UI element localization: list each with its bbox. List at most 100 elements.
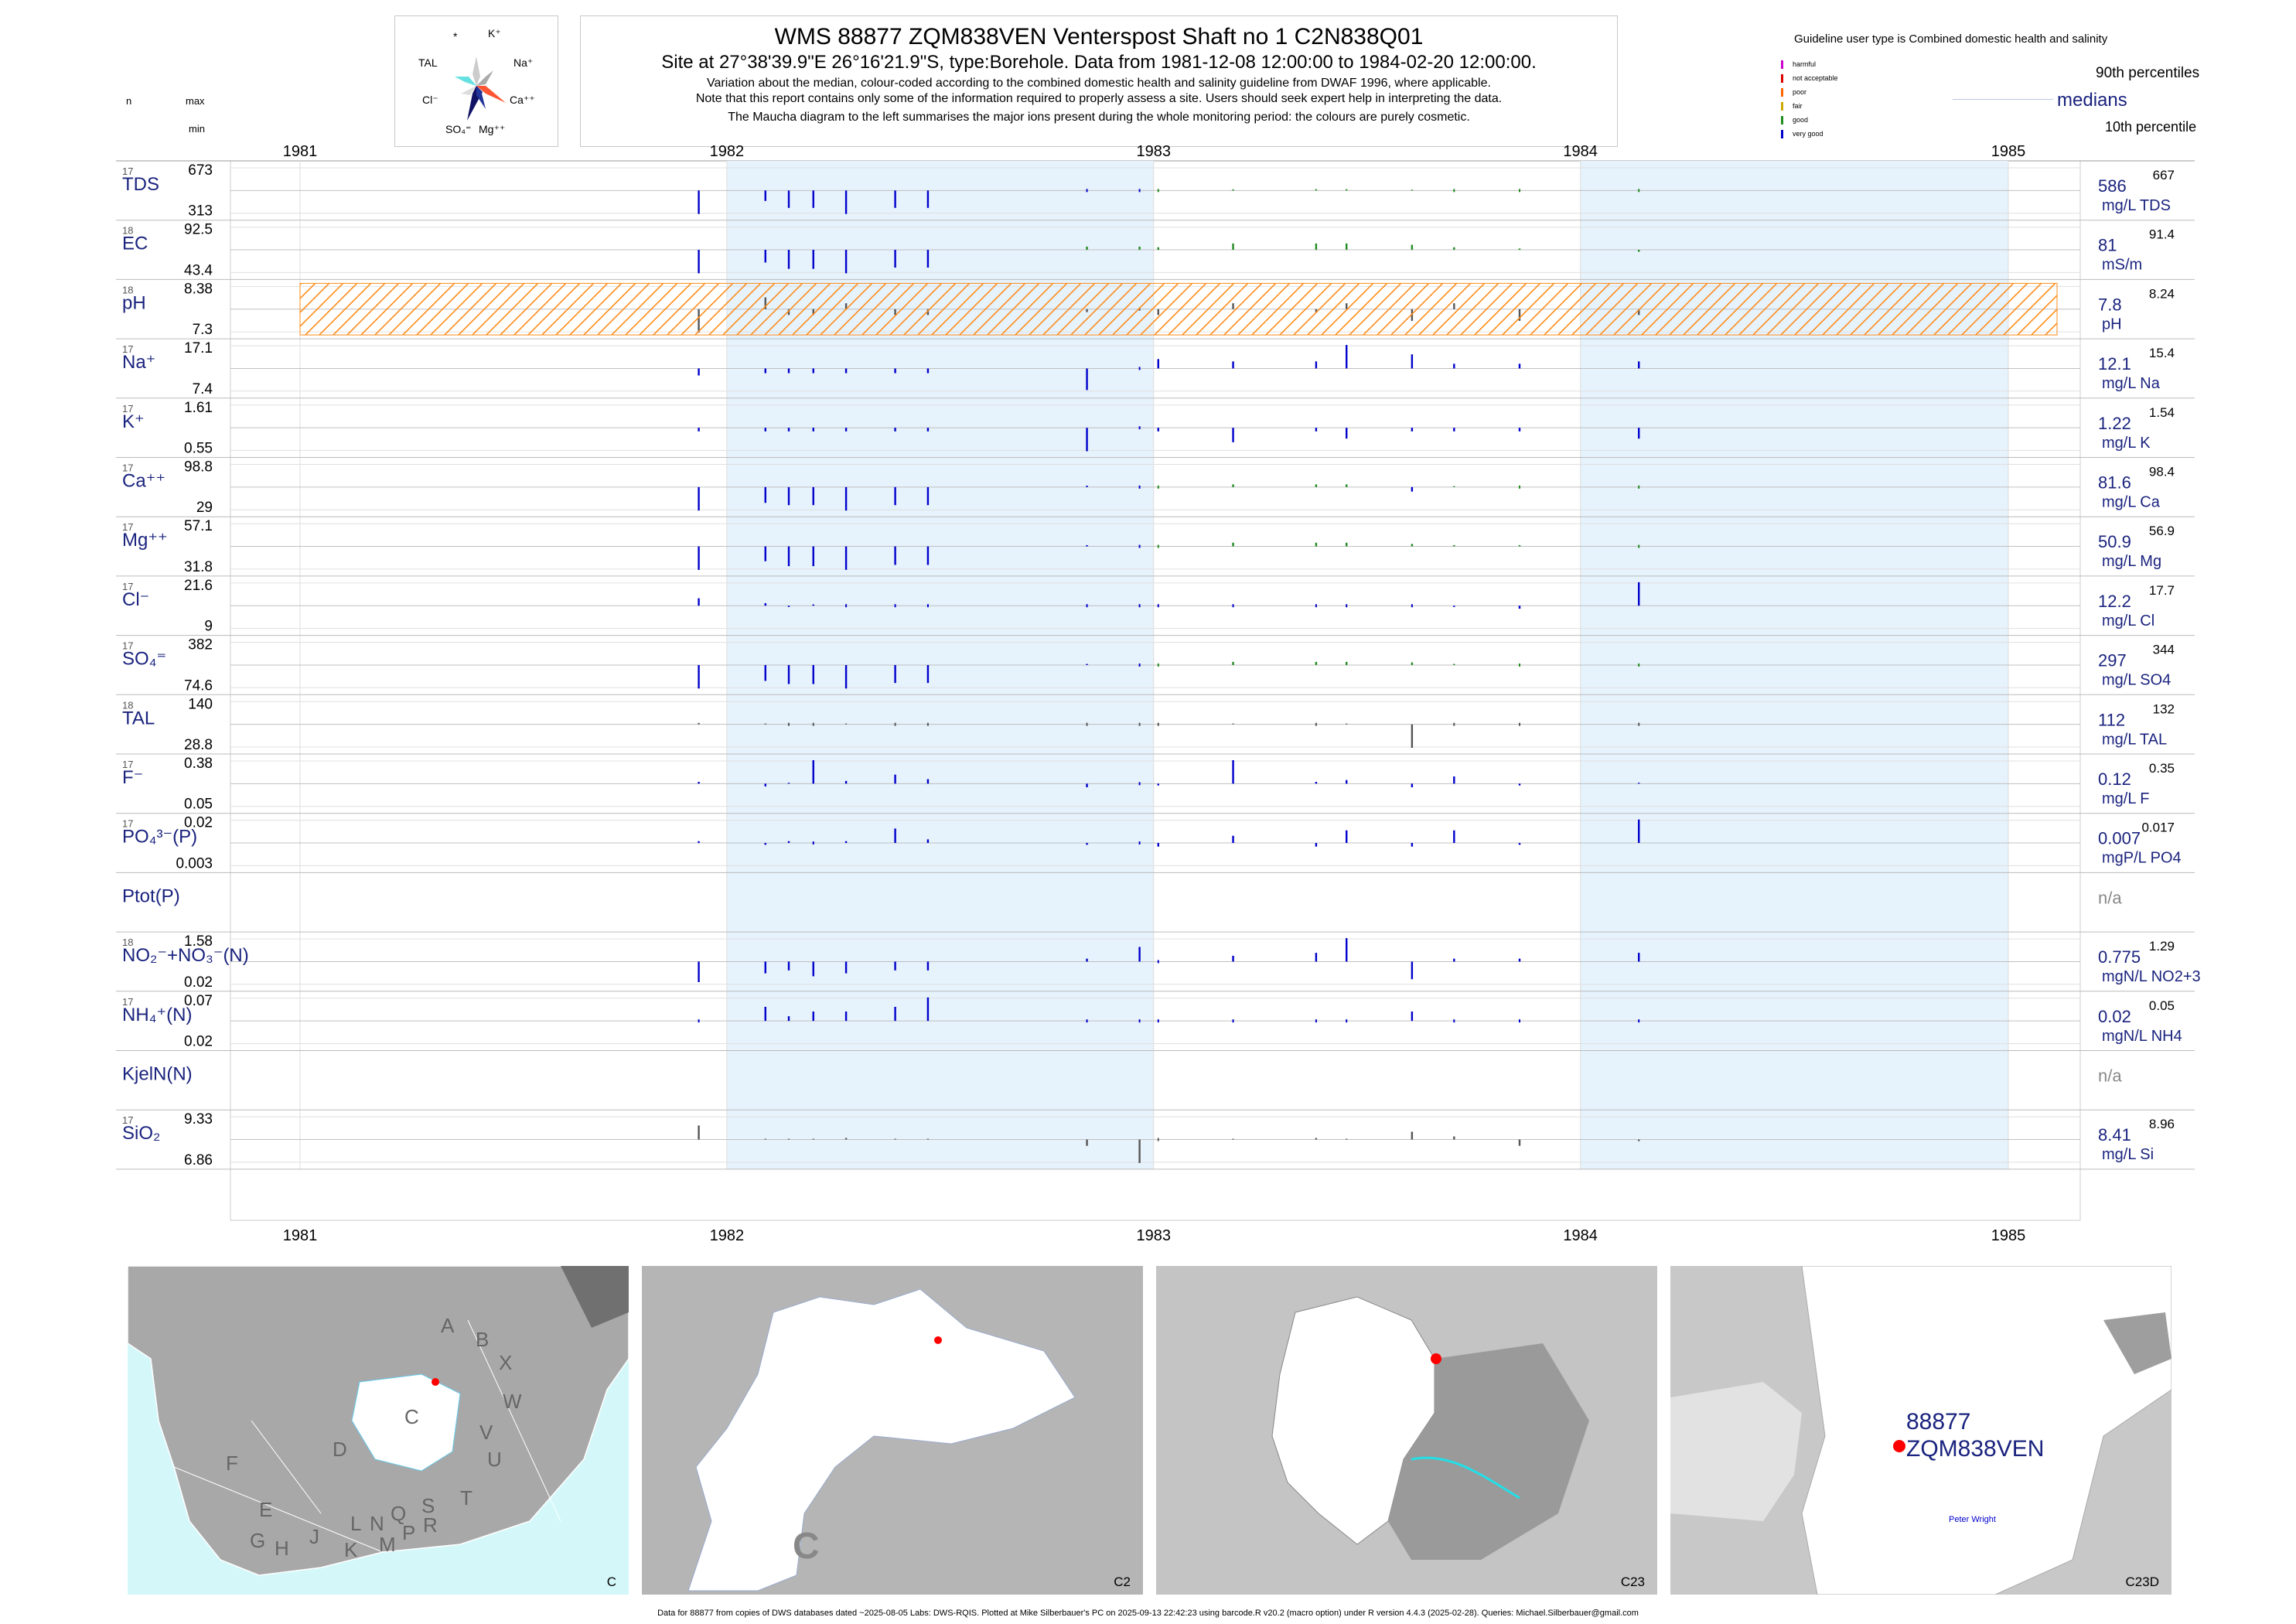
- legend-swatch-very-good: [1781, 130, 1783, 138]
- legend-median-line: [1953, 99, 2053, 100]
- row-median-tds: 586: [2098, 176, 2127, 196]
- maucha-petal-k: [473, 56, 480, 86]
- maucha-label-star: *: [453, 30, 458, 43]
- row-n-k: 17: [122, 403, 133, 415]
- map-c2-site-dot: [934, 1336, 942, 1344]
- legend-swatch-not-acceptable: [1781, 74, 1783, 83]
- row-min-mg: 31.8: [184, 559, 213, 575]
- row-median-mg: 50.9: [2098, 532, 2131, 551]
- row-units-nh4: mgN/L NH4: [2102, 1028, 2182, 1045]
- year-label-bottom-1983: 1983: [1136, 1227, 1171, 1244]
- row-min-k: 0.55: [184, 441, 213, 457]
- maucha-label-ca: Ca⁺⁺: [510, 94, 535, 106]
- map-c: A B X W C V U T D F E G H J K L M N P Q …: [128, 1266, 629, 1595]
- legend-medians: medians: [2057, 90, 2127, 111]
- row-units-k: mg/L K: [2102, 435, 2151, 452]
- row-n-ca: 17: [122, 462, 133, 474]
- year-label-top-1981: 1981: [283, 143, 318, 160]
- row-median-ec: 81: [2098, 236, 2117, 255]
- map-c23d-drawing: [1670, 1266, 2171, 1595]
- map-c-region-e: E: [259, 1498, 273, 1521]
- map-c23d-landuse-1: [1670, 1382, 1802, 1521]
- row-min-na: 7.4: [193, 381, 213, 397]
- map-c-region-x: X: [499, 1351, 513, 1374]
- legend-swatch-harmful: [1781, 60, 1783, 69]
- map-c-region-t: T: [460, 1486, 473, 1510]
- row-label-ph: pH: [122, 292, 146, 313]
- barcode-chart: 1981 1981 1982 1982 1983 1983 1984 1984 1985 1985…: [116, 143, 2201, 1244]
- maucha-label-k: K⁺: [488, 27, 501, 39]
- row-max-mg: 57.1: [184, 518, 213, 534]
- row-units-sio2: mg/L Si: [2102, 1146, 2154, 1163]
- map-c-drawing: [128, 1266, 629, 1576]
- row-median-k: 1.22: [2098, 414, 2131, 433]
- map-c-region-q: Q: [391, 1502, 407, 1525]
- row-max-cl: 21.6: [184, 578, 213, 594]
- map-c-boundary-1: [173, 1466, 384, 1553]
- row-min-f: 0.05: [184, 797, 213, 813]
- title-note-1: Variation about the median, colour-coded…: [707, 77, 1491, 90]
- maucha-petal-ca: [476, 86, 506, 103]
- row-min-tds: 313: [188, 203, 213, 220]
- row-units-po4: mgP/L PO4: [2102, 850, 2182, 867]
- row-n-tds: 17: [122, 165, 133, 177]
- ph-guideline-band: [299, 282, 2058, 336]
- row-min-nh4: 0.02: [184, 1034, 213, 1050]
- map-c23-site-dot: [1431, 1353, 1441, 1364]
- map-c-region-a: A: [441, 1314, 455, 1337]
- row-units-so4: mg/L SO4: [2102, 672, 2171, 689]
- row-label-mg: Mg⁺⁺: [122, 530, 168, 551]
- row-min-ca: 29: [196, 500, 213, 516]
- row-label-f: F⁻: [122, 767, 143, 788]
- map-c-region-d: D: [333, 1438, 347, 1461]
- row-p90-tds: 667: [2153, 168, 2175, 183]
- row-n-cl: 17: [122, 581, 133, 592]
- row-units-cl: mg/L Cl: [2102, 612, 2154, 629]
- row-median-tal: 112: [2098, 710, 2125, 729]
- row-n-nh4: 17: [122, 996, 133, 1008]
- row-min-tal: 28.8: [184, 737, 213, 753]
- row-n-so4: 17: [122, 640, 133, 652]
- map-c-label: C: [606, 1575, 616, 1589]
- row-max-k: 1.61: [184, 400, 213, 416]
- chart-title: WMS 88877 ZQM838VEN Venterspost Shaft no…: [774, 24, 1424, 49]
- map-c-site-dot: [432, 1378, 439, 1386]
- row-max-tal: 140: [188, 696, 213, 712]
- map-c23d-catchment: [1801, 1266, 2171, 1595]
- row-p90-ec: 91.4: [2149, 227, 2175, 242]
- legend-item-good: good: [1793, 116, 1809, 124]
- map-c2-label: C2: [1114, 1575, 1131, 1589]
- header-min: min: [189, 123, 205, 135]
- legend-item-fair: fair: [1793, 102, 1803, 110]
- row-label-k: K⁺: [122, 411, 145, 432]
- maucha-petal-tal: [455, 77, 476, 86]
- maucha-label-mg: Mg⁺⁺: [479, 123, 506, 135]
- row-label-nh4: NH₄⁺(N): [122, 1005, 192, 1025]
- row-label-kjeln: KjelN(N): [122, 1064, 193, 1085]
- row-min-ph: 7.3: [193, 322, 213, 338]
- row-p90-no3: 1.29: [2149, 939, 2175, 954]
- map-c-region-l: L: [350, 1512, 362, 1535]
- row-p90-f: 0.35: [2149, 761, 2175, 776]
- row-label-po4: PO₄³⁻(P): [122, 827, 197, 848]
- row-p90-nh4: 0.05: [2149, 998, 2175, 1013]
- map-c23d-site-name: ZQM838VEN: [1906, 1436, 2045, 1462]
- row-n-sio2: 17: [122, 1114, 133, 1126]
- map-c-region-v: V: [479, 1421, 493, 1444]
- legend-swatch-fair: [1781, 102, 1783, 111]
- row-label-tal: TAL: [122, 708, 155, 728]
- row-max-na: 17.1: [184, 340, 213, 357]
- row-p90-sio2: 8.96: [2149, 1117, 2175, 1131]
- row-median-cl: 12.2: [2098, 592, 2131, 611]
- map-c-region-g: G: [250, 1529, 266, 1552]
- map-c-boundary-3: [467, 1319, 561, 1522]
- row-n-ec: 18: [122, 225, 133, 237]
- year-label-bottom-1982: 1982: [710, 1227, 745, 1244]
- row-n-no3: 18: [122, 937, 133, 948]
- maucha-petal-mg: [476, 86, 486, 109]
- row-p90-ph: 8.24: [2149, 286, 2175, 301]
- map-c2-big-label: C: [793, 1526, 820, 1567]
- row-units-ec: mS/m: [2102, 257, 2142, 274]
- map-c-region-n: N: [370, 1512, 384, 1535]
- header-n: n: [126, 95, 132, 107]
